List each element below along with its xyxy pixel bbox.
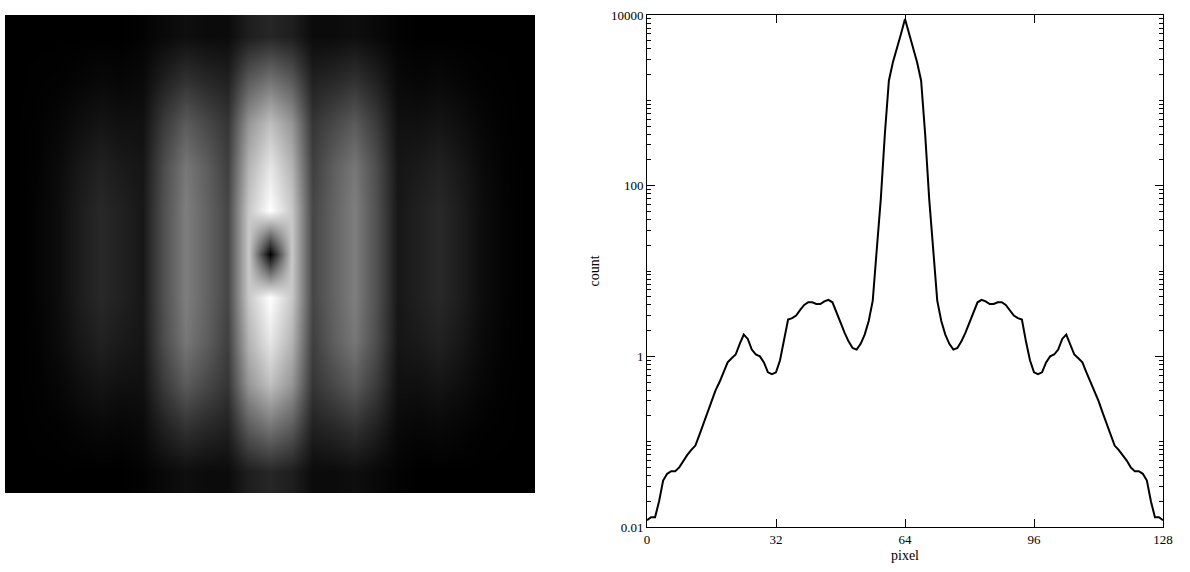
svg-text:10000: 10000: [611, 8, 644, 23]
svg-text:0: 0: [644, 532, 651, 547]
svg-text:0.01: 0.01: [621, 520, 644, 535]
svg-text:64: 64: [899, 532, 913, 547]
svg-text:32: 32: [770, 532, 783, 547]
svg-text:96: 96: [1028, 532, 1042, 547]
svg-text:128: 128: [1153, 532, 1173, 547]
svg-text:pixel: pixel: [891, 548, 919, 563]
svg-text:100: 100: [624, 178, 644, 193]
svg-text:count: count: [587, 255, 602, 286]
svg-text:1: 1: [637, 349, 644, 364]
